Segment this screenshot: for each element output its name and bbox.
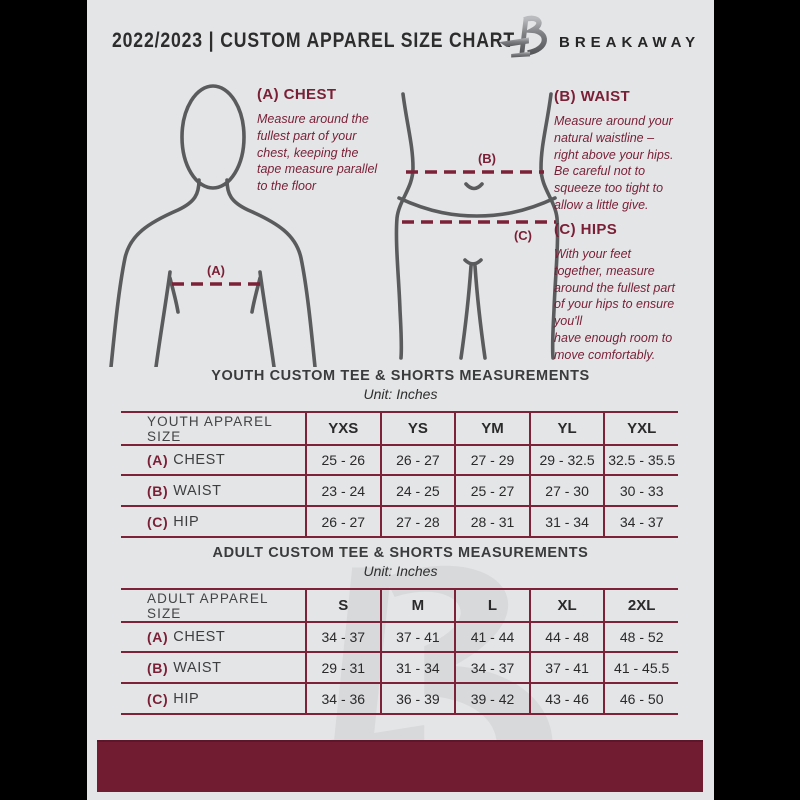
chest-line-label: (A): [207, 263, 225, 278]
hips-instructions: (C) HIPS With your feet together, measur…: [554, 221, 714, 363]
table-cell: 37 - 41: [528, 653, 604, 684]
row-prefix: (A): [147, 452, 169, 468]
table-cell: 31 - 34: [379, 653, 455, 684]
row-prefix: (C): [147, 513, 169, 530]
hips-body-text: With your feet together, measure around …: [554, 247, 675, 362]
table-cell: 44 - 48: [528, 623, 604, 653]
adult-table-unit: Unit: Inches: [363, 563, 438, 579]
breakaway-b-logo-icon: [499, 15, 547, 58]
size-col-m: M: [379, 590, 455, 623]
size-chart-page: 2022/2023 | CUSTOM APPAREL SIZE CHART BR…: [87, 0, 714, 800]
size-col-ys: YS: [379, 413, 455, 446]
chest-heading: (A) CHEST: [257, 86, 337, 103]
youth-size-table: YOUTH APPAREL SIZE YXS YS YM YL YXL (A) …: [121, 411, 678, 538]
table-cell: 23 - 24: [305, 476, 380, 507]
row-label: HIP: [173, 513, 200, 530]
table-cell: 43 - 46: [528, 684, 604, 715]
waist-line-label: (B): [478, 151, 496, 166]
body-outline-icon: [109, 84, 317, 367]
table-cell: 41 - 44: [454, 623, 529, 653]
adult-col-header: ADULT APPAREL SIZE: [121, 590, 305, 623]
size-col-xl: XL: [528, 590, 604, 623]
row-label: WAIST: [173, 659, 222, 676]
table-cell: 41 - 45.5: [603, 653, 678, 684]
adult-chest-row-label: (A) CHEST: [121, 623, 305, 653]
table-cell: 30 - 33: [603, 476, 678, 507]
table-cell: 39 - 42: [454, 684, 529, 715]
hips-figure: (B) (C): [394, 92, 560, 360]
chest-instructions: (A) CHEST Measure around the fullest par…: [257, 86, 417, 195]
chest-body-text: Measure around the fullest part of your …: [257, 112, 378, 193]
hips-heading: (C) HIPS: [554, 221, 618, 238]
size-col-ym: YM: [454, 413, 529, 446]
row-label: HIP: [173, 690, 200, 707]
table-cell: 27 - 28: [379, 507, 455, 538]
youth-col-header: YOUTH APPAREL SIZE: [121, 413, 305, 446]
table-cell: 34 - 37: [305, 623, 380, 653]
table-cell: 26 - 27: [305, 507, 380, 538]
row-label: CHEST: [173, 452, 226, 468]
table-cell: 34 - 37: [454, 653, 529, 684]
adult-table-title: ADULT CUSTOM TEE & SHORTS MEASUREMENTS: [212, 545, 589, 561]
row-label: CHEST: [173, 629, 226, 645]
hip-line-label: (C): [514, 228, 532, 243]
table-cell: 24 - 25: [379, 476, 455, 507]
size-col-yxs: YXS: [305, 413, 380, 446]
page-title: 2022/2023 | CUSTOM APPAREL SIZE CHART: [112, 29, 515, 52]
table-cell: 25 - 27: [454, 476, 529, 507]
adult-waist-row-label: (B) WAIST: [121, 653, 305, 684]
adult-hip-row-label: (C) HIP: [121, 684, 305, 715]
row-label: WAIST: [173, 482, 222, 499]
table-cell: 29 - 32.5: [528, 446, 604, 476]
table-cell: 48 - 52: [603, 623, 678, 653]
youth-chest-row-label: (A) CHEST: [121, 446, 305, 476]
size-col-yxl: YXL: [603, 413, 678, 446]
waist-body-text: Measure around your natural waistline – …: [554, 114, 674, 212]
row-prefix: (B): [147, 659, 169, 676]
table-cell: 46 - 50: [603, 684, 678, 715]
table-cell: 36 - 39: [379, 684, 455, 715]
youth-table-unit: Unit: Inches: [363, 386, 438, 402]
waist-heading: (B) WAIST: [554, 88, 631, 105]
table-cell: 29 - 31: [305, 653, 380, 684]
row-prefix: (B): [147, 482, 169, 499]
youth-hip-row-label: (C) HIP: [121, 507, 305, 538]
torso-figure: (A): [109, 84, 317, 367]
waist-instructions: (B) WAIST Measure around your natural wa…: [554, 88, 714, 214]
size-col-yl: YL: [528, 413, 604, 446]
youth-table-title: YOUTH CUSTOM TEE & SHORTS MEASUREMENTS: [211, 368, 590, 384]
row-prefix: (C): [147, 690, 169, 707]
row-prefix: (A): [147, 629, 169, 645]
brand-name: BREAKAWAY: [559, 34, 701, 51]
size-col-2xl: 2XL: [603, 590, 678, 623]
table-cell: 26 - 27: [379, 446, 455, 476]
adult-size-table: ADULT APPAREL SIZE S M L XL 2XL (A) CHES…: [121, 588, 678, 715]
table-cell: 34 - 37: [603, 507, 678, 538]
table-cell: 25 - 26: [305, 446, 380, 476]
table-cell: 37 - 41: [379, 623, 455, 653]
table-cell: 27 - 29: [454, 446, 529, 476]
table-cell: 31 - 34: [528, 507, 604, 538]
table-cell: 28 - 31: [454, 507, 529, 538]
table-cell: 27 - 30: [528, 476, 604, 507]
size-col-s: S: [305, 590, 380, 623]
size-col-l: L: [454, 590, 529, 623]
youth-waist-row-label: (B) WAIST: [121, 476, 305, 507]
footer-bar: [97, 740, 703, 792]
lower-body-outline-icon: [394, 92, 560, 360]
table-cell: 32.5 - 35.5: [603, 446, 678, 476]
table-cell: 34 - 36: [305, 684, 380, 715]
